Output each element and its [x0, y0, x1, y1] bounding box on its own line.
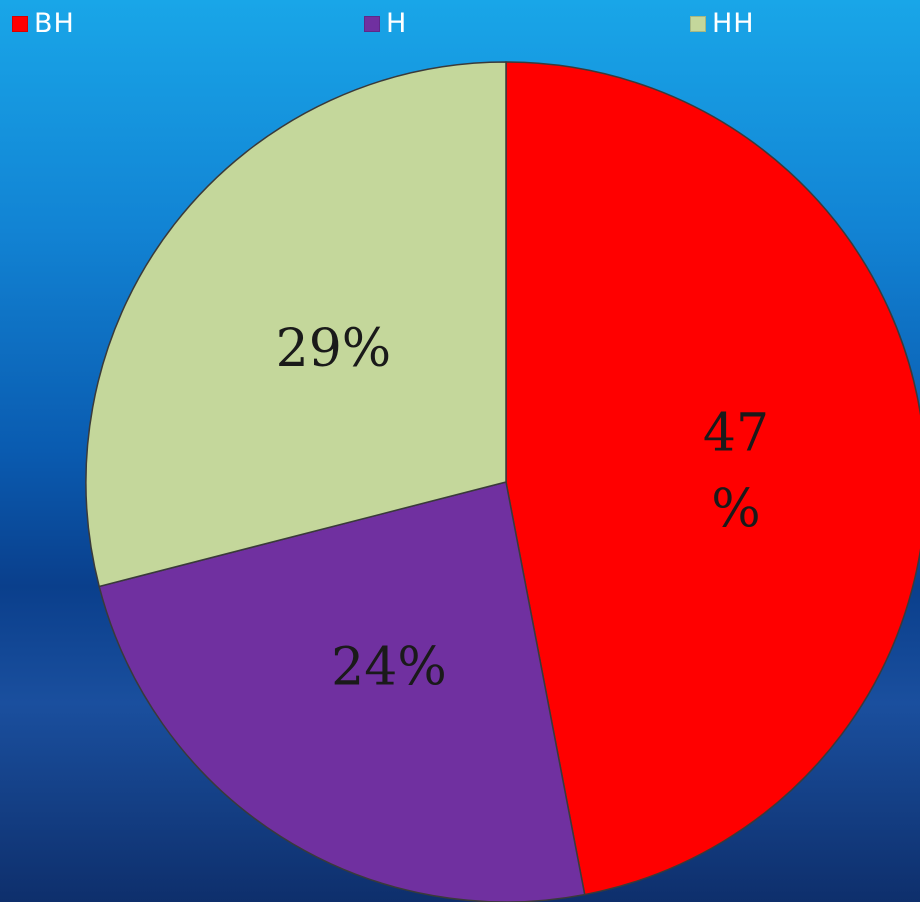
legend-label-nn: НН: [712, 8, 755, 39]
data-label-nn: 29%: [276, 319, 392, 379]
data-label-n: 24%: [331, 637, 447, 697]
legend-label-n: Н: [386, 8, 408, 39]
legend-swatch-n: [364, 15, 380, 32]
legend-item-nn: НН: [690, 8, 755, 39]
pie-slice-vn: [505, 61, 920, 896]
legend-swatch-vn: [12, 15, 28, 32]
legend-swatch-nn: [690, 15, 706, 32]
legend-label-vn: ВН: [34, 8, 75, 39]
legend-item-vn: ВН: [12, 8, 75, 39]
pie-slice-nn: [85, 61, 507, 588]
legend-item-n: Н: [364, 8, 407, 39]
chart-legend: ВН Н НН: [0, 8, 920, 48]
data-label-vn: 47%: [703, 403, 769, 539]
